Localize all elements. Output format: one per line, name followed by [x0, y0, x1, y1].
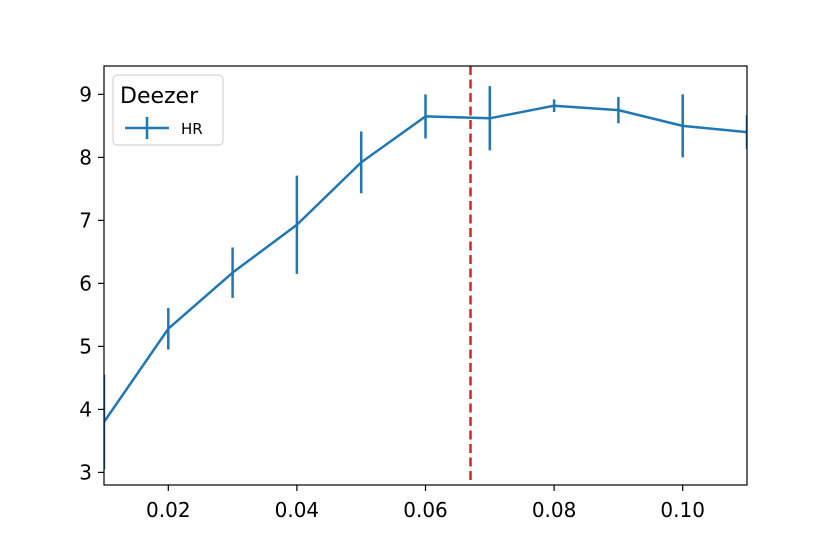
data-point	[167, 327, 170, 330]
y-tick-label: 7	[79, 208, 92, 232]
axes: 0.02 0.04 0.06 0.08 0.10 3 4 5 6 7 8 9	[79, 82, 705, 522]
legend: Deezer HR	[112, 74, 224, 146]
data-point	[231, 271, 234, 274]
x-tick-label: 0.04	[275, 498, 320, 522]
y-tick-label: 3	[79, 460, 92, 484]
y-tick-label: 8	[79, 145, 92, 169]
data-point	[681, 124, 684, 128]
x-tick-label: 0.08	[532, 498, 577, 522]
legend-label-hr: HR	[181, 120, 203, 138]
y-tick-label: 6	[79, 271, 92, 295]
x-tick-label: 0.06	[403, 498, 448, 522]
data-point	[424, 115, 427, 118]
data-point	[552, 104, 556, 107]
y-tick-label: 5	[79, 334, 92, 358]
data-point	[360, 161, 363, 164]
x-tick-label: 0.10	[660, 498, 705, 522]
data-point	[295, 223, 299, 226]
y-tick-label: 4	[79, 397, 92, 421]
x-tick-label: 0.02	[146, 498, 191, 522]
plot-marks	[104, 66, 747, 485]
y-tick-label: 9	[79, 82, 92, 106]
data-point	[488, 117, 491, 120]
legend-title: Deezer	[120, 84, 199, 109]
data-point	[617, 108, 620, 112]
